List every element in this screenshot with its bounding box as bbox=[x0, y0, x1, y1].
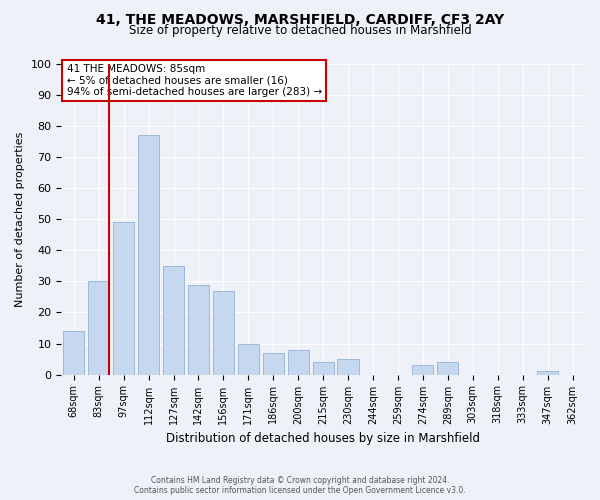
Bar bbox=[287, 350, 309, 374]
Text: Size of property relative to detached houses in Marshfield: Size of property relative to detached ho… bbox=[128, 24, 472, 37]
Bar bbox=[238, 344, 259, 374]
X-axis label: Distribution of detached houses by size in Marshfield: Distribution of detached houses by size … bbox=[166, 432, 480, 445]
Bar bbox=[263, 353, 284, 374]
Bar bbox=[537, 372, 558, 374]
Bar bbox=[337, 359, 359, 374]
Text: 41 THE MEADOWS: 85sqm
← 5% of detached houses are smaller (16)
94% of semi-detac: 41 THE MEADOWS: 85sqm ← 5% of detached h… bbox=[67, 64, 322, 97]
Y-axis label: Number of detached properties: Number of detached properties bbox=[15, 132, 25, 307]
Bar bbox=[412, 366, 433, 374]
Bar bbox=[188, 284, 209, 374]
Bar bbox=[88, 282, 109, 374]
Bar bbox=[113, 222, 134, 374]
Text: 41, THE MEADOWS, MARSHFIELD, CARDIFF, CF3 2AY: 41, THE MEADOWS, MARSHFIELD, CARDIFF, CF… bbox=[96, 12, 504, 26]
Bar bbox=[63, 331, 85, 374]
Bar bbox=[163, 266, 184, 374]
Bar bbox=[437, 362, 458, 374]
Text: Contains HM Land Registry data © Crown copyright and database right 2024.
Contai: Contains HM Land Registry data © Crown c… bbox=[134, 476, 466, 495]
Bar bbox=[138, 136, 159, 374]
Bar bbox=[213, 290, 234, 374]
Bar bbox=[313, 362, 334, 374]
